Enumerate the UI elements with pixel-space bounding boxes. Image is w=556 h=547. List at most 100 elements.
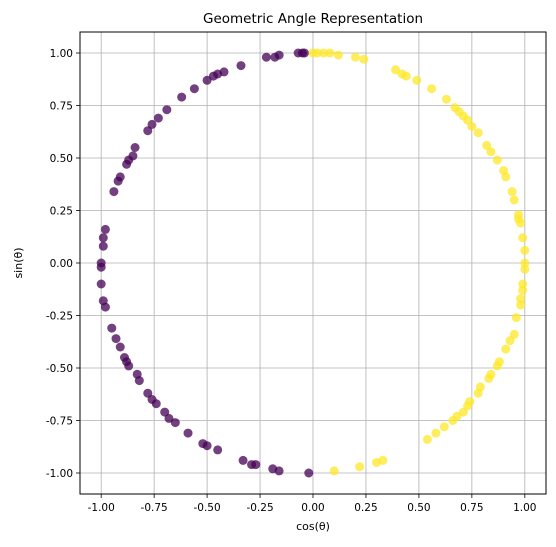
data-point [143, 388, 153, 398]
y-tick-label: 1.00 [50, 48, 73, 60]
data-point [312, 48, 322, 58]
data-point [329, 466, 339, 476]
x-tick-label: -0.75 [141, 502, 168, 514]
data-point [501, 344, 511, 354]
data-point [213, 445, 223, 455]
data-point [96, 262, 106, 272]
data-point [274, 50, 284, 60]
data-point [463, 115, 473, 125]
y-tick-label: -0.75 [46, 416, 73, 428]
data-point [98, 233, 108, 243]
data-point [509, 329, 519, 339]
data-point [164, 413, 174, 423]
data-point [484, 374, 494, 383]
data-point [520, 245, 530, 255]
y-tick-label: -0.50 [46, 363, 73, 375]
data-point [482, 140, 492, 150]
data-point [202, 75, 212, 85]
data-point [153, 113, 163, 123]
data-point [412, 75, 422, 85]
data-point [505, 336, 515, 346]
data-point [492, 361, 502, 371]
data-point [170, 418, 180, 428]
data-point [439, 422, 449, 432]
data-point [355, 462, 365, 472]
y-tick-label: 0.00 [50, 258, 73, 270]
data-point [448, 416, 458, 425]
data-point [511, 313, 521, 323]
data-point [458, 407, 468, 417]
data-point [486, 147, 496, 157]
data-point [134, 376, 144, 386]
data-point [98, 241, 108, 251]
data-point [507, 187, 517, 197]
x-tick-label: -0.25 [246, 502, 273, 514]
data-point [236, 61, 246, 71]
x-tick-label: 0.00 [301, 502, 324, 514]
y-tick-label: 0.50 [50, 153, 73, 165]
data-point [501, 172, 511, 182]
data-point [473, 128, 483, 138]
data-point [518, 285, 528, 295]
data-point [516, 294, 526, 304]
data-point [130, 143, 140, 152]
data-point [300, 48, 310, 58]
y-tick-label: 0.25 [50, 206, 73, 218]
data-points [96, 48, 530, 478]
data-point [518, 233, 528, 243]
data-point [202, 441, 212, 451]
data-point [261, 52, 271, 62]
x-tick-label: 0.75 [460, 502, 483, 514]
data-point [422, 434, 432, 444]
data-point [391, 65, 401, 75]
y-axis-ticks: -1.00 -0.75 -0.50 -0.25 0.00 0.25 0.50 0.75 1.00 [46, 48, 80, 480]
data-point [162, 105, 172, 115]
x-axis-ticks: -1.00 -0.75 -0.50 -0.25 0.00 0.25 0.50 0.75 1.00 [88, 494, 537, 514]
data-point [463, 401, 473, 411]
data-point [109, 187, 119, 197]
data-point [401, 71, 411, 81]
data-point [96, 279, 106, 289]
y-tick-label: 0.75 [50, 101, 73, 113]
data-point [319, 48, 329, 58]
data-point [333, 50, 343, 60]
data-point [177, 92, 187, 102]
data-point [516, 218, 526, 228]
data-point [325, 48, 335, 58]
data-point [115, 172, 125, 182]
data-point [107, 323, 117, 333]
data-point [124, 361, 134, 371]
data-point [473, 388, 483, 398]
data-point [520, 264, 530, 274]
data-point [189, 84, 199, 94]
x-axis-label: cos(θ) [296, 520, 330, 533]
data-point [520, 258, 530, 268]
data-point [427, 84, 437, 94]
chart-title: Geometric Angle Representation [203, 11, 423, 27]
y-tick-label: -1.00 [46, 468, 73, 480]
data-point [467, 122, 477, 131]
data-point [359, 54, 369, 64]
data-point [115, 342, 125, 352]
x-tick-label: -1.00 [88, 502, 115, 514]
data-point [518, 279, 528, 289]
x-tick-label: 0.25 [354, 502, 377, 514]
x-tick-label: 1.00 [513, 502, 536, 514]
data-point [350, 52, 360, 62]
data-point [151, 399, 161, 409]
y-tick-label: -0.25 [46, 311, 73, 323]
data-point [128, 151, 138, 161]
data-point [238, 455, 248, 465]
data-point [143, 126, 153, 136]
data-point [251, 460, 261, 470]
data-point [274, 466, 284, 476]
data-point [431, 428, 441, 438]
data-point [492, 155, 502, 165]
x-tick-label: -0.50 [194, 502, 221, 514]
data-point [100, 224, 110, 234]
x-tick-label: 0.50 [407, 502, 430, 514]
data-point [509, 195, 519, 205]
data-point [100, 302, 110, 312]
data-point [183, 428, 193, 438]
